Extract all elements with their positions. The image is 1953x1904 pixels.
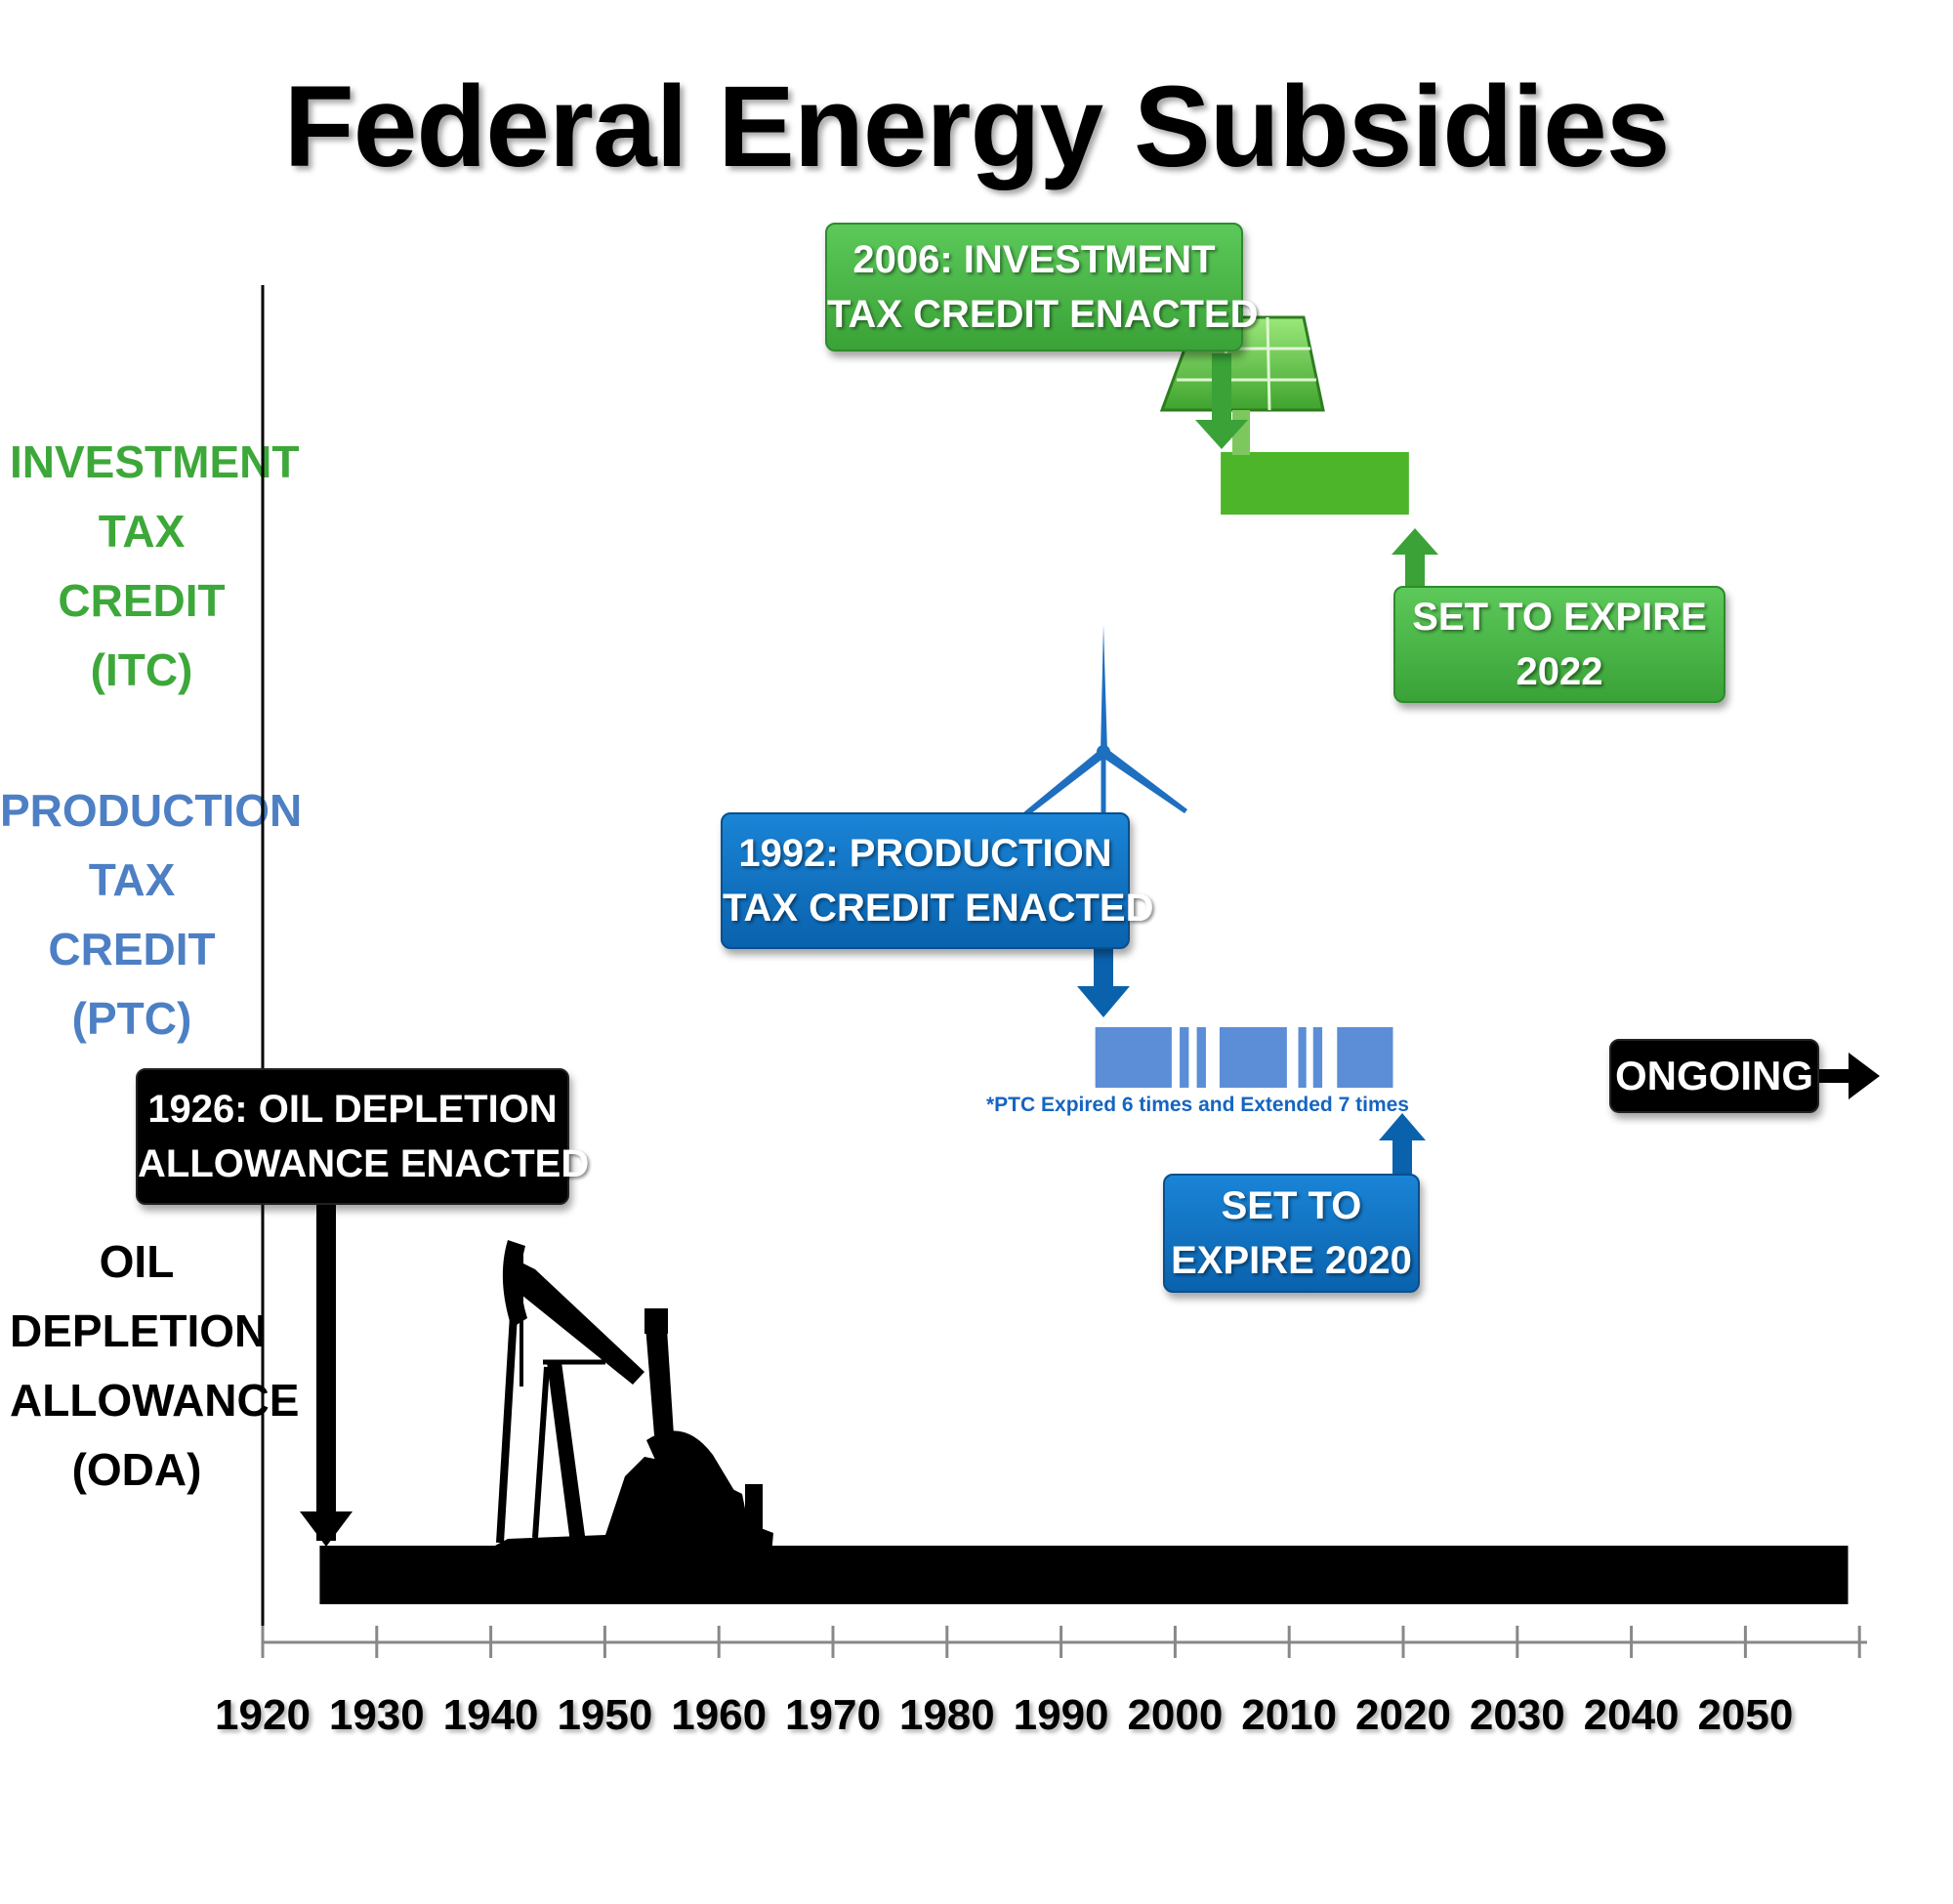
ptc-footnote: *PTC Expired 6 times and Extended 7 time… [986, 1094, 1409, 1116]
x-tick-label: 1970 [785, 1691, 881, 1739]
row-label-line: (ITC) [90, 644, 193, 695]
x-tick-label: 1980 [898, 1691, 995, 1739]
x-tick-label: 1960 [671, 1691, 768, 1739]
callout-line: 2022 [1516, 650, 1603, 693]
ptc-enacted-arrow [1077, 943, 1130, 1017]
timeline-bar-segment [1180, 1027, 1189, 1088]
x-tick-label: 2050 [1697, 1691, 1794, 1739]
oda-enacted-arrow [300, 1199, 353, 1547]
row-label-line: CREDIT [58, 575, 226, 626]
row-label-line: INVESTMENT [10, 436, 300, 487]
callout-line: SET TO [1221, 1184, 1362, 1227]
x-tick-label: 1990 [1013, 1691, 1109, 1739]
x-axis-ticks [261, 1626, 1861, 1658]
callout-line: 2006: INVESTMENT [852, 238, 1216, 281]
timeline-bar-segment [1298, 1027, 1307, 1088]
ptc-expire-arrow [1379, 1113, 1426, 1176]
x-tick-label: 1950 [557, 1691, 653, 1739]
oda-enacted-callout: 1926: OIL DEPLETION ALLOWANCE ENACTED [136, 1068, 590, 1205]
x-tick-label: 2000 [1127, 1691, 1224, 1739]
callout-line: 1926: OIL DEPLETION [147, 1088, 558, 1131]
timeline-bar-segment [319, 1546, 1849, 1604]
callout-line: 1992: PRODUCTION [738, 832, 1112, 875]
ongoing-arrow [1811, 1053, 1880, 1099]
timeline-bars [319, 452, 1849, 1604]
row-label-line: DEPLETION [10, 1305, 268, 1356]
callout-line: TAX CREDIT ENACTED [827, 293, 1259, 336]
x-tick-label: 2020 [1355, 1691, 1451, 1739]
ptc-expire-callout: SET TO EXPIRE 2020 [1163, 1174, 1420, 1293]
row-label-line: CREDIT [48, 924, 216, 974]
x-tick-label: 2030 [1469, 1691, 1565, 1739]
row-label-line: TAX [88, 854, 176, 905]
callout-line: SET TO EXPIRE [1412, 596, 1707, 639]
itc-enacted-callout: 2006: INVESTMENT TAX CREDIT ENACTED [825, 223, 1259, 352]
oil-pump-jack-icon [478, 1240, 773, 1554]
row-label-line: (ODA) [71, 1444, 202, 1495]
x-tick-label: 2040 [1583, 1691, 1680, 1739]
itc-enacted-arrow [1195, 353, 1248, 449]
row-label-line: TAX [98, 506, 186, 557]
callout-line: ALLOWANCE ENACTED [138, 1142, 590, 1185]
chart-title: Federal Energy Subsidies [283, 62, 1671, 191]
timeline-bar-segment [1196, 1027, 1206, 1088]
row-label-ptc: PRODUCTION TAX CREDIT (PTC) [0, 776, 303, 1054]
ptc-enacted-callout: 1992: PRODUCTION TAX CREDIT ENACTED [721, 812, 1154, 949]
x-tick-label: 1930 [328, 1691, 425, 1739]
itc-expire-callout: SET TO EXPIRE 2022 [1393, 586, 1725, 703]
timeline-bar-segment [1095, 1027, 1172, 1088]
x-tick-label: 1920 [215, 1691, 311, 1739]
row-label-line: OIL [99, 1236, 175, 1287]
x-tick-label: 2010 [1241, 1691, 1338, 1739]
row-label-line: ALLOWANCE [10, 1375, 300, 1426]
x-tick-label: 1940 [442, 1691, 539, 1739]
timeline-bar-segment [1221, 452, 1409, 515]
row-label-oda: OIL DEPLETION ALLOWANCE (ODA) [10, 1227, 300, 1505]
callout-line: EXPIRE 2020 [1171, 1239, 1412, 1282]
wind-turbine-icon [1022, 625, 1187, 817]
ongoing-callout: ONGOING [1609, 1039, 1819, 1113]
timeline-bar-segment [1219, 1027, 1287, 1088]
callout-line: ONGOING [1614, 1053, 1813, 1098]
itc-expire-arrow [1392, 528, 1438, 588]
callout-line: TAX CREDIT ENACTED [723, 887, 1154, 930]
timeline-bar-segment [1337, 1027, 1393, 1088]
row-label-itc: INVESTMENT TAX CREDIT (ITC) [10, 428, 300, 705]
row-label-line: (PTC) [71, 993, 192, 1044]
timeline-bar-segment [1312, 1027, 1323, 1088]
row-label-line: PRODUCTION [0, 785, 303, 836]
